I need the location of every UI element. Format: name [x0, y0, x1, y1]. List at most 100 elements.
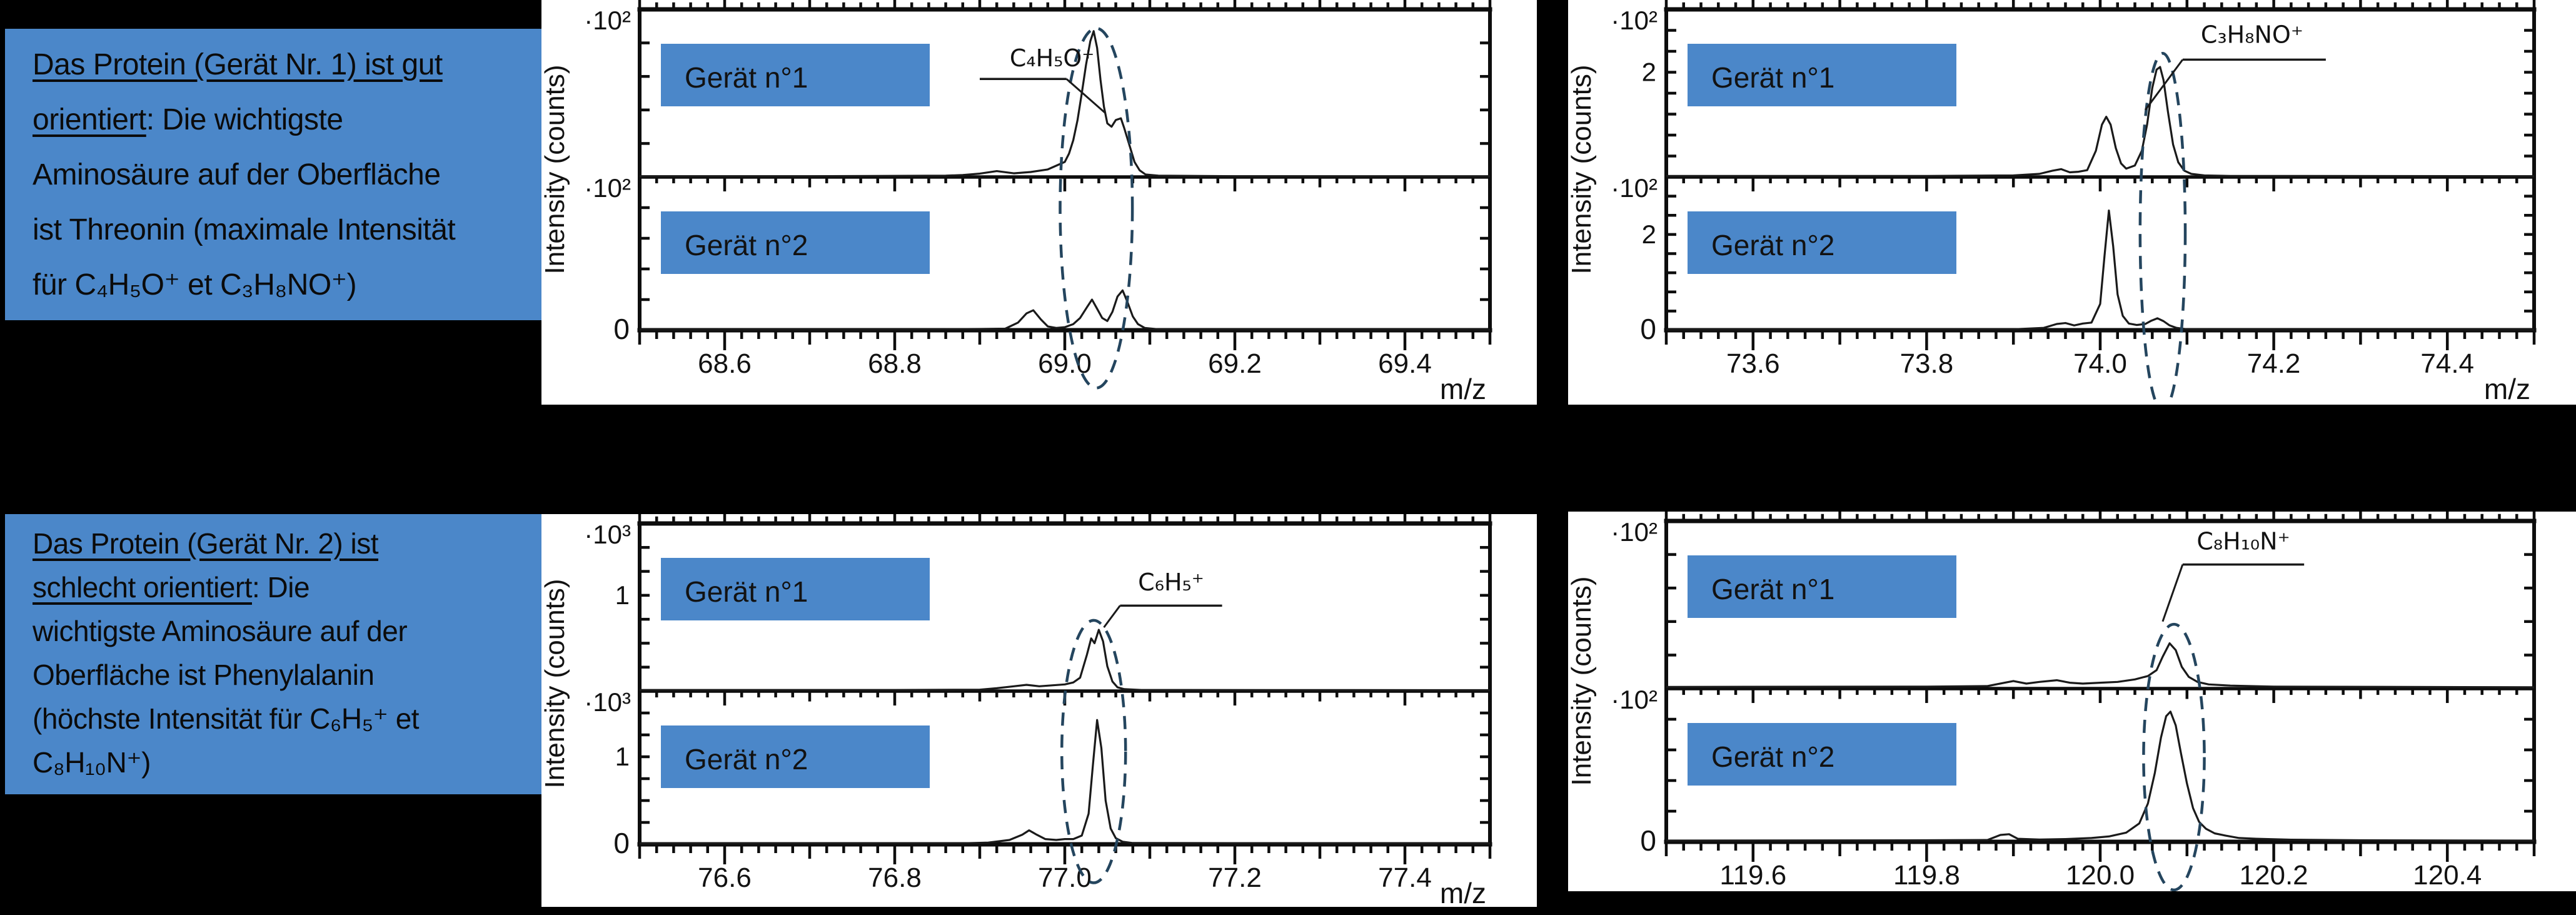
chart-mz74: ·10² 2 ·10² 2 0 73.6 73.8 74.0 74.2 74.4 m/z Intens…	[1568, 0, 2576, 405]
x-tick-label: 76.8	[868, 862, 922, 893]
x-tick-label: 119.6	[1719, 860, 1786, 891]
panel-label: Gerät n°2	[685, 229, 808, 261]
underlined-text: Das Protein (Gerät Nr. 2) ist	[33, 527, 379, 560]
plain-text: wichtigste Aminosäure auf der	[33, 615, 408, 647]
peak-leader-line	[1065, 78, 1107, 114]
x-tick-label: 69.2	[1208, 348, 1262, 379]
y-tick-label: 2	[1642, 58, 1656, 87]
peak-formula-label: C₆H₅⁺	[1138, 569, 1204, 596]
y-scale-label: ·10²	[1611, 6, 1658, 35]
panel-label: Gerät n°2	[1711, 229, 1834, 261]
x-tick-label: 68.8	[868, 348, 922, 379]
panel-label-box	[1688, 723, 1956, 786]
chart-mz77: ·10³ 1 ·10³ 1 0 76.6 76.8 77.0 77.2 77.4 m/z Intens…	[541, 514, 1537, 907]
textbox-line: C₈H₁₀N⁺)	[33, 741, 561, 784]
textbox-line: ist Threonin (maximale Intensität	[33, 203, 549, 258]
y-ticks	[1666, 519, 2534, 844]
y-scale-label: ·10²	[584, 173, 631, 203]
x-tick-labels: 119.6 119.8 120.0 120.2 120.4	[1719, 860, 2482, 891]
plain-text: Aminosäure auf der Oberfläche	[33, 158, 441, 191]
x-axis-title: m/z	[2484, 886, 2530, 891]
x-ticks	[638, 514, 1492, 864]
y-ticks	[1666, 8, 2534, 332]
panel-label: Gerät n°1	[1711, 573, 1834, 605]
y-scale-label: ·10²	[1611, 517, 1658, 547]
x-tick-labels: 76.6 76.8 77.0 77.2 77.4	[698, 862, 1432, 893]
y-axis-title: Intensity (counts)	[1568, 64, 1597, 274]
x-tick-label: 73.8	[1900, 348, 1954, 379]
textbox-protein-1: Das Protein (Gerät Nr. 1) ist gut orienti…	[5, 29, 555, 320]
plain-text: : Die wichtigste	[146, 103, 343, 136]
peak-formula-label: C₈H₁₀N⁺	[2196, 528, 2290, 555]
x-tick-labels: 73.6 73.8 74.0 74.2 74.4	[1726, 348, 2474, 379]
plain-text: C₈H₁₀N⁺)	[33, 746, 151, 779]
textbox-line: Das Protein (Gerät Nr. 2) ist	[33, 522, 561, 565]
peak-formula-label: C₃H₈NO⁺	[2201, 21, 2303, 49]
x-tick-label: 74.0	[2073, 348, 2127, 379]
textbox-line: orientiert: Die wichtigste	[33, 93, 549, 148]
panel-label-box	[661, 211, 930, 274]
chart-mz120: ·10² ·10² 0 119.6 119.8 120.0 120.2 120.4m/z Int…	[1568, 512, 2576, 891]
textbox-line: Aminosäure auf der Oberfläche	[33, 148, 549, 203]
y-scale-label: ·10²	[1611, 173, 1658, 203]
spectrum-curve	[639, 289, 1491, 331]
spectrum-curve	[1666, 210, 2535, 331]
x-ticks	[1664, 512, 2536, 862]
spectrum-svg: ·10² 2 ·10² 2 0 73.6 73.8 74.0 74.2 74.4 m/z Intens…	[1568, 0, 2537, 405]
y-scale-label: ·10³	[584, 687, 631, 717]
plain-text: : Die	[252, 571, 310, 604]
y-tick-labels: ·10² ·10² 0	[584, 6, 631, 345]
x-tick-label: 74.4	[2420, 348, 2474, 379]
panel-label-box	[1688, 44, 1956, 106]
highlight-ellipse	[2142, 622, 2206, 891]
chart-mz69: ·10² ·10² 0 68.6 68.8 69.0 69.2 69.4 m/z Intensit…	[541, 0, 1537, 405]
x-tick-labels: 68.6 68.8 69.0 69.2 69.4	[698, 348, 1432, 379]
panel-label-box	[661, 725, 930, 788]
underlined-text: orientiert	[33, 103, 146, 136]
panel-label-box	[1688, 555, 1956, 618]
textbox-line: für C₄H₅O⁺ et C₃H₈NO⁺)	[33, 258, 549, 313]
x-axis-title: m/z	[1440, 877, 1486, 907]
textbox-line: Oberfläche ist Phenylalanin	[33, 653, 561, 697]
y-scale-label: ·10²	[1611, 685, 1658, 714]
y-tick-label: 1	[615, 742, 630, 771]
x-tick-label: 77.2	[1208, 862, 1262, 893]
x-tick-label: 119.8	[1893, 860, 1960, 891]
y-zero-label: 0	[613, 827, 630, 859]
plain-text: ist Threonin (maximale Intensität	[33, 213, 456, 246]
y-axis-title: Intensity (counts)	[541, 64, 570, 274]
peak-leader-line	[2144, 59, 2184, 111]
peak-formula-label: C₄H₅O⁺	[1010, 44, 1095, 72]
spectrum-curve	[640, 629, 1491, 692]
highlight-ellipse	[1059, 27, 1134, 390]
x-ticks	[638, 0, 1492, 350]
x-tick-label: 120.0	[2066, 860, 2135, 891]
spectrum-curve	[1666, 710, 2535, 842]
panel-label-box	[1688, 211, 1956, 274]
plain-text: (höchste Intensität für C₆H₅⁺ et	[33, 702, 420, 735]
panel-label-box	[661, 558, 930, 620]
highlight-ellipse	[2138, 52, 2187, 405]
x-tick-label: 74.2	[2247, 348, 2301, 379]
underlined-text: schlecht orientiert	[33, 571, 253, 604]
x-axis-title: m/z	[1440, 373, 1486, 405]
y-scale-label: ·10²	[584, 6, 631, 35]
textbox-line: schlecht orientiert: Die	[33, 565, 561, 609]
x-tick-label: 76.6	[698, 862, 752, 893]
spectrum-svg: ·10³ 1 ·10³ 1 0 76.6 76.8 77.0 77.2 77.4 m/z Intens…	[541, 514, 1492, 907]
y-scale-label: ·10³	[584, 520, 631, 549]
x-tick-label: 77.4	[1378, 862, 1432, 893]
x-ticks	[1664, 0, 2536, 350]
x-tick-label: 77.0	[1038, 862, 1092, 893]
panel-label: Gerät n°2	[685, 743, 808, 776]
x-tick-label: 120.2	[2240, 860, 2308, 891]
panel-label: Gerät n°2	[1711, 741, 1834, 773]
underlined-text: Das Protein (Gerät Nr. 1) ist gut	[33, 48, 443, 81]
panel-label: Gerät n°1	[685, 61, 808, 94]
panel-label-box	[661, 44, 930, 106]
plain-text: Oberfläche ist Phenylalanin	[33, 659, 375, 691]
y-tick-labels: ·10² ·10² 0	[1611, 517, 1658, 857]
y-zero-label: 0	[1640, 313, 1656, 345]
